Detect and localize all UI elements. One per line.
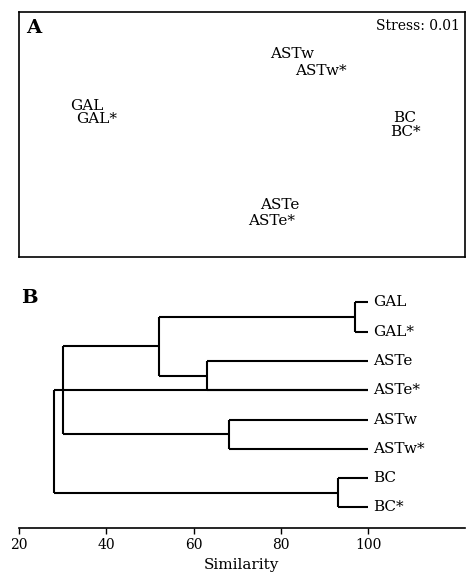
Text: GAL: GAL xyxy=(373,295,406,310)
Text: ASTe: ASTe xyxy=(260,198,300,212)
Text: ASTw*: ASTw* xyxy=(373,442,424,456)
Text: BC*: BC* xyxy=(373,501,403,514)
X-axis label: Similarity: Similarity xyxy=(204,558,280,572)
Text: BC*: BC* xyxy=(390,125,420,139)
Text: GAL*: GAL* xyxy=(373,325,414,339)
Text: ASTw: ASTw xyxy=(373,412,417,426)
Text: ASTw: ASTw xyxy=(270,47,314,61)
Text: A: A xyxy=(26,19,41,37)
Text: ASTw*: ASTw* xyxy=(295,64,346,78)
Text: B: B xyxy=(21,289,38,307)
Text: GAL: GAL xyxy=(70,99,103,113)
Text: BC: BC xyxy=(393,111,417,125)
Text: ASTe*: ASTe* xyxy=(373,383,420,397)
Text: ASTe*: ASTe* xyxy=(248,213,295,228)
Text: Stress: 0.01: Stress: 0.01 xyxy=(376,19,460,33)
Text: GAL*: GAL* xyxy=(76,112,118,126)
Text: ASTe: ASTe xyxy=(373,354,412,368)
Text: BC: BC xyxy=(373,471,396,485)
